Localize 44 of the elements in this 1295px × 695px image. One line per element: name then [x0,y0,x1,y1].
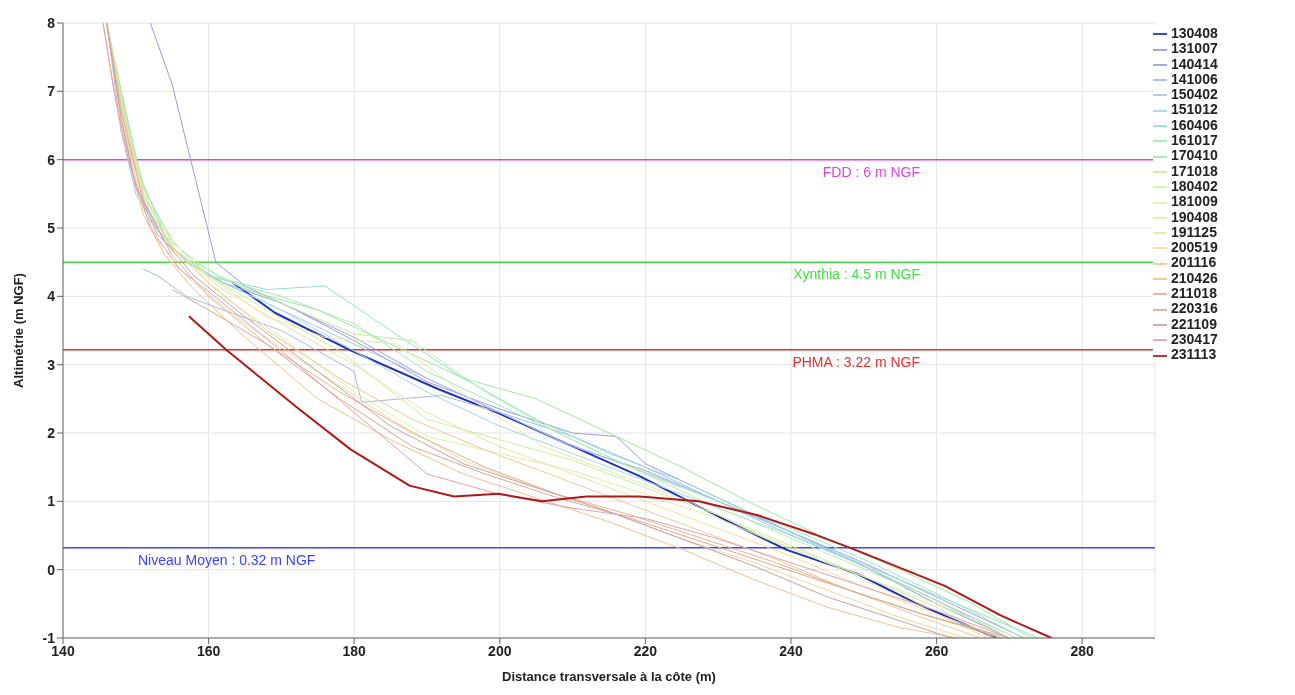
legend-label: 130408 [1171,25,1218,41]
ref-line-label: Niveau Moyen : 0.32 m NGF [138,551,316,568]
ref-line-label: FDD : 6 m NGF [822,163,920,180]
x-axis-title: Distance transversale à la côte (m) [502,669,716,684]
legend-label: 150402 [1171,86,1218,103]
y-tick-label: 5 [47,219,56,236]
legend-label: 140414 [1171,55,1218,72]
legend-label: 230417 [1171,330,1218,347]
legend-label: 231113 [1171,346,1217,363]
legend-label: 190408 [1171,208,1218,225]
y-tick-label: 7 [47,83,56,100]
legend-label: 160406 [1171,116,1218,133]
x-tick-label: 180 [342,642,367,659]
legend-label: 191125 [1171,223,1217,240]
legend-label: 180402 [1171,177,1218,194]
x-tick-label: 160 [196,642,221,659]
x-tick-label: 260 [924,642,949,659]
ref-line-label: Xynthia : 4.5 m NGF [793,266,920,283]
y-axis-title: Altimétrie (m NGF) [10,273,26,388]
legend-label: 171018 [1171,162,1218,179]
x-tick-label: 280 [1070,642,1095,659]
y-tick-label: 2 [47,424,56,441]
legend-label: 220316 [1171,300,1218,317]
y-tick-label: 1 [47,493,56,510]
legend-label: 161017 [1171,132,1218,149]
legend-label: 151012 [1171,101,1218,118]
x-tick-label: 200 [488,642,512,659]
legend-label: 201116 [1171,254,1217,271]
y-tick-label: 4 [47,288,56,305]
legend-label: 131007 [1171,40,1218,57]
legend-label: 181009 [1171,193,1218,210]
y-tick-label: 6 [47,151,56,168]
legend-label: 141006 [1171,70,1218,87]
x-tick-label: 240 [779,642,803,659]
legend-label: 211018 [1171,285,1217,302]
legend-label: 221109 [1171,315,1217,332]
y-tick-label: 8 [47,14,56,31]
legend-label: 170410 [1171,147,1218,164]
legend-label: 210426 [1171,269,1218,286]
legend-label: 200519 [1171,239,1218,256]
y-tick-label: 0 [47,561,56,578]
x-tick-label: 220 [633,642,658,659]
y-tick-label: 3 [47,356,56,373]
ref-line-label: PHMA : 3.22 m NGF [792,353,920,370]
